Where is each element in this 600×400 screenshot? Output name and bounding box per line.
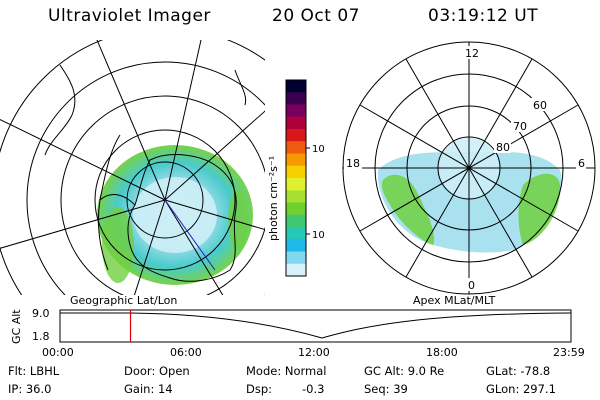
door-status: Door: Open xyxy=(124,364,190,378)
geographic-longitude: GLon: 297.1 xyxy=(486,382,556,396)
colorbar-tick-100: 100 xyxy=(312,144,324,155)
colorbar-cell xyxy=(286,239,306,252)
colorbar-cell xyxy=(286,141,306,154)
colorbar-cell xyxy=(286,251,306,265)
gc-altitude: GC Alt: 9.0 Re xyxy=(364,364,445,378)
mlt-label-18: 18 xyxy=(346,157,360,170)
left-panel-caption: Geographic Lat/Lon xyxy=(70,294,178,307)
colorbar-cell xyxy=(286,129,306,142)
dsp-label: Dsp: xyxy=(246,382,273,396)
colorbar-cell xyxy=(286,80,306,93)
timeline-xtick-3: 18:00 xyxy=(426,346,458,359)
geographic-latitude: GLat: -78.8 xyxy=(486,364,551,378)
date-label: 20 Oct 07 xyxy=(272,6,360,26)
colorbar-cells xyxy=(286,80,306,277)
colorbar-cell xyxy=(286,116,306,130)
time-label: 03:19:12 UT xyxy=(428,6,539,26)
colorbar-cell xyxy=(286,263,306,277)
timeline-xtick-4: 23:59 xyxy=(553,346,585,359)
colorbar-cell xyxy=(286,165,306,179)
timeline-ytick-min: 1.8 xyxy=(32,330,50,343)
colorbar-cell xyxy=(286,104,306,118)
colorbar-unit-label: photon cm⁻²s⁻¹ xyxy=(267,156,280,241)
timeline-xtick-2: 12:00 xyxy=(298,346,330,359)
filter-value: Flt: LBHL xyxy=(8,364,60,378)
colorbar-cell xyxy=(286,202,306,216)
colorbar-cell xyxy=(286,92,306,105)
mlt-label-12: 12 xyxy=(465,47,479,60)
altitude-timeline: GC Alt 9.0 1.8 00:00 06:00 12:00 18:00 2… xyxy=(10,307,585,359)
gain-value: Gain: 14 xyxy=(124,382,173,396)
colorbar-cell xyxy=(286,190,306,203)
timeline-ytick-max: 9.0 xyxy=(32,307,50,320)
timeline-ylabel: GC Alt xyxy=(10,309,23,344)
colorbar-cell xyxy=(286,178,306,191)
instrument-title: Ultraviolet Imager xyxy=(48,6,211,26)
polar-plot: 12 18 6 0 60 70 80 xyxy=(342,41,596,295)
mode-value: Mode: Normal xyxy=(246,364,327,378)
colorbar-cell xyxy=(286,214,306,228)
colorbar-tick-10: 10 xyxy=(312,230,324,241)
timeline-xtick-1: 06:00 xyxy=(170,346,202,359)
timeline-xtick-0: 00:00 xyxy=(42,346,74,359)
mlat-label-70: 70 xyxy=(513,120,527,133)
colorbar-cell xyxy=(286,227,306,240)
sequence-number: Seq: 39 xyxy=(364,382,408,396)
ip-value: IP: 36.0 xyxy=(8,382,52,396)
mlat-label-80: 80 xyxy=(496,141,510,154)
colorbar: 100 10 photon cm⁻²s⁻¹ xyxy=(267,79,324,277)
mlat-label-60: 60 xyxy=(533,99,547,112)
right-panel-caption: Apex MLat/MLT xyxy=(413,294,496,307)
mlt-label-0: 0 xyxy=(468,279,475,292)
dsp-value: -0.3 xyxy=(302,382,325,396)
geographic-image xyxy=(0,40,265,295)
mlt-label-6: 6 xyxy=(578,157,585,170)
colorbar-cell xyxy=(286,153,306,167)
